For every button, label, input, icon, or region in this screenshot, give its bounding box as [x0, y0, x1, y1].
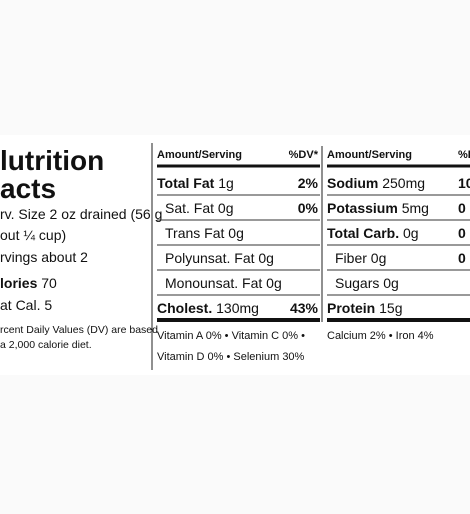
nutrient: Fiber 0g	[335, 250, 386, 266]
vitamins: Calcium 2% • Iron 4%	[327, 330, 434, 342]
nutrient-amount: 0g	[218, 200, 234, 216]
serving: out ¼ cup)	[0, 227, 66, 243]
calories-label: lories	[0, 275, 38, 291]
nutrient-dv: 0	[458, 250, 466, 266]
nutrient-name: Sugars	[335, 275, 379, 291]
nutrient-amount: 0g	[228, 225, 244, 241]
header-amount: Amount/Serving	[157, 149, 242, 161]
nutrient-amount: 0g	[371, 250, 387, 266]
nutrient-name: Potassium	[327, 200, 398, 216]
footnote: a 2,000 calorie diet.	[0, 339, 92, 351]
nutrient: Potassium 5mg	[327, 200, 429, 216]
title: acts	[0, 173, 56, 204]
nutrient-name: Monounsat. Fat	[165, 275, 262, 291]
nutrient-dv: 0	[458, 200, 466, 216]
nutrient: Protein 15g	[327, 300, 402, 316]
nutrient-amount: 0g	[258, 250, 274, 266]
nutrient-dv: 10	[458, 175, 470, 191]
nutrient-amount: 15g	[379, 300, 402, 316]
nutrient-amount: 0g	[383, 275, 399, 291]
nutrient-dv: 2%	[298, 175, 319, 191]
nutrient-amount: 250mg	[382, 175, 425, 191]
nutrient: Sugars 0g	[335, 275, 399, 291]
footnote: rcent Daily Values (DV) are based	[0, 324, 158, 336]
fat-calories: at Cal. 5	[0, 297, 52, 313]
nutrient-dv: 0	[458, 225, 466, 241]
nutrient: Cholest. 130mg	[157, 300, 259, 316]
nutrient-name: Polyunsat. Fat	[165, 250, 255, 266]
header-dv: %DV*	[289, 149, 319, 161]
serving: rv. Size 2 oz drained (56 g	[0, 206, 162, 222]
calories: lories 70	[0, 275, 57, 291]
nutrient: Total Fat 1g	[157, 175, 234, 191]
nutrient-amount: 0g	[403, 225, 419, 241]
nutrient: Sodium 250mg	[327, 175, 425, 191]
calories-amount: 70	[41, 275, 57, 291]
nutrient-name: Total Fat	[157, 175, 215, 191]
header-dv: %D	[458, 149, 470, 161]
nutrient-amount: 130mg	[216, 300, 259, 316]
nutrient-name: Total Carb.	[327, 225, 399, 241]
nutrient-dv: 43%	[290, 300, 319, 316]
header-amount: Amount/Serving	[327, 149, 412, 161]
title: lutrition	[0, 145, 104, 176]
vitamins: Vitamin D 0% • Selenium 30%	[157, 351, 305, 363]
nutrient-dv: 0%	[298, 200, 319, 216]
nutrient-name: Protein	[327, 300, 375, 316]
nutrient-name: Sodium	[327, 175, 378, 191]
nutrient-amount: 1g	[218, 175, 234, 191]
nutrient: Sat. Fat 0g	[165, 200, 234, 216]
nutrient: Trans Fat 0g	[165, 225, 244, 241]
nutrient-amount: 5mg	[402, 200, 429, 216]
nutrient-name: Trans Fat	[165, 225, 224, 241]
nutrient-name: Fiber	[335, 250, 367, 266]
nutrient-name: Cholest.	[157, 300, 212, 316]
nutrient: Total Carb. 0g	[327, 225, 419, 241]
nutrient-name: Sat. Fat	[165, 200, 214, 216]
nutrient: Monounsat. Fat 0g	[165, 275, 282, 291]
nutrient: Polyunsat. Fat 0g	[165, 250, 274, 266]
nutrient-amount: 0g	[266, 275, 282, 291]
label-background	[0, 135, 470, 375]
vitamins: Vitamin A 0% • Vitamin C 0% •	[157, 330, 305, 342]
serving: rvings about 2	[0, 249, 88, 265]
